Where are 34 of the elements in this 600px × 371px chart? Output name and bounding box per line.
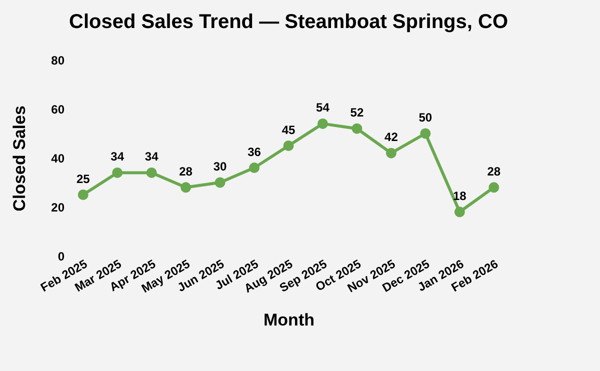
y-tick-label: 60 — [51, 102, 65, 116]
point — [352, 123, 362, 134]
y-axis-title: Closed Sales — [10, 106, 30, 212]
data-label: 54 — [316, 100, 330, 115]
y-tick-label: 40 — [51, 152, 65, 166]
data-label: 28 — [487, 164, 501, 178]
chart-title: Closed Sales Trend — Steamboat Springs, CO — [69, 11, 508, 33]
x-axis-title: Month — [264, 310, 314, 330]
point — [386, 148, 396, 158]
data-label: 25 — [76, 172, 90, 186]
data-label: 30 — [213, 160, 228, 174]
y-tick-label: 0 — [58, 250, 65, 264]
data-label: 18 — [452, 188, 467, 203]
data-label: 34 — [110, 150, 124, 164]
point — [146, 167, 157, 178]
point — [214, 177, 226, 188]
point — [249, 162, 260, 174]
point — [454, 206, 465, 218]
y-tick-label: 20 — [51, 200, 65, 214]
data-label: 52 — [350, 106, 364, 120]
data-label: 42 — [384, 130, 398, 144]
point — [283, 140, 294, 151]
point — [78, 190, 88, 200]
data-label: 34 — [144, 150, 159, 164]
data-label: 45 — [282, 122, 296, 137]
point — [112, 167, 123, 178]
data-label: 50 — [418, 110, 432, 124]
point — [317, 118, 328, 129]
point — [420, 128, 431, 139]
point — [180, 182, 192, 193]
data-label: 28 — [179, 164, 193, 178]
point — [488, 182, 500, 193]
data-label: 36 — [248, 144, 262, 159]
y-tick-label: 80 — [51, 54, 65, 68]
